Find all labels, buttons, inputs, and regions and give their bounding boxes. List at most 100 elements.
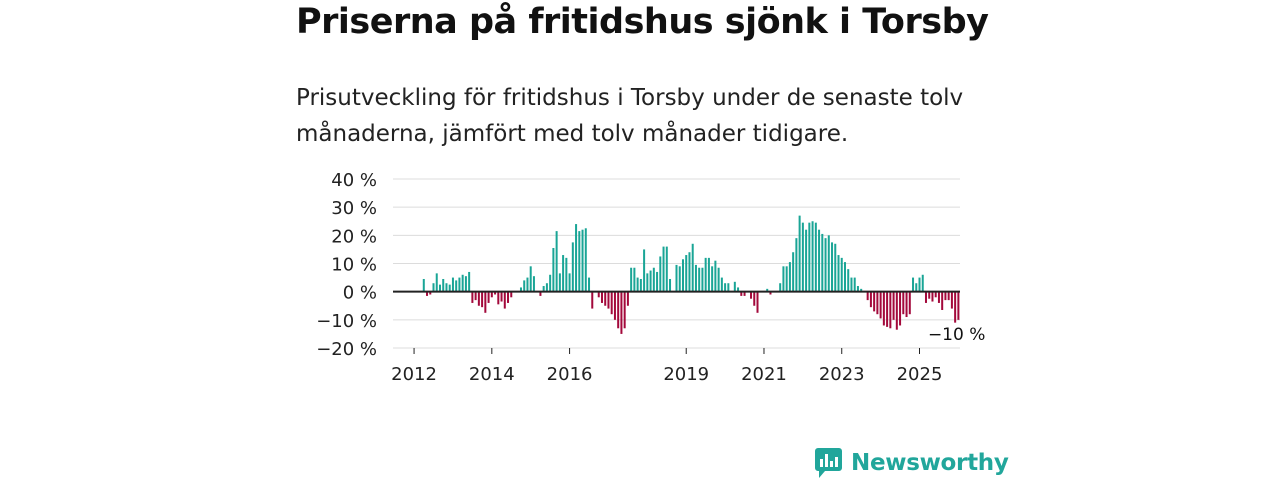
bar: [623, 291, 626, 329]
bar: [620, 291, 623, 334]
bar: [860, 288, 863, 292]
bar: [808, 222, 811, 292]
bar: [698, 267, 701, 292]
bar: [837, 255, 840, 292]
bar: [905, 291, 908, 318]
bar: [448, 284, 451, 292]
bar-chart: 40 %30 %20 %10 %0 %−10 %−20 % 2012 2014 20…: [316, 170, 985, 385]
bar: [604, 291, 607, 306]
bars: [422, 215, 960, 334]
y-tick-label: 30 %: [331, 198, 377, 219]
y-axis-ticks: 40 % 30 % 20 % 10 % 0 % −10 % −20 %: [316, 170, 377, 360]
bar: [737, 287, 740, 292]
bar: [740, 291, 743, 296]
bar: [918, 277, 921, 292]
bar: [474, 291, 477, 301]
bar: [656, 271, 659, 292]
bar: [694, 264, 697, 292]
bar: [895, 291, 898, 330]
bar: [856, 286, 859, 292]
bar: [432, 283, 435, 292]
bar: [724, 283, 727, 292]
bar: [568, 273, 571, 292]
y-tick-label: 20 %: [331, 226, 377, 247]
bar: [714, 260, 717, 292]
y-tick-label: 40 %: [331, 170, 377, 191]
bar: [438, 284, 441, 292]
x-tick-label: 2025: [897, 364, 943, 385]
bar: [879, 291, 882, 319]
bar: [542, 286, 545, 292]
chart-subtitle: Prisutveckling för fritidshus i Torsby u…: [296, 85, 964, 147]
x-tick-label: 2023: [819, 364, 865, 385]
bar: [578, 231, 581, 292]
bar: [811, 221, 814, 292]
bar: [455, 280, 458, 292]
bar: [607, 291, 610, 309]
bar: [941, 291, 944, 310]
y-tick-label: 0 %: [343, 283, 377, 304]
bar: [766, 288, 769, 292]
bar: [571, 242, 574, 292]
bar: [834, 243, 837, 292]
bar: [685, 255, 688, 292]
bar: [801, 222, 804, 292]
bar: [814, 222, 817, 292]
bar: [743, 291, 746, 296]
bar: [558, 273, 561, 292]
bar: [669, 278, 672, 292]
bar: [471, 291, 474, 303]
bar: [646, 273, 649, 292]
bar: [665, 246, 668, 292]
bar: [788, 262, 791, 292]
bar: [792, 252, 795, 292]
x-tick-label: 2014: [469, 364, 515, 385]
bar: [426, 291, 429, 296]
bar: [588, 277, 591, 292]
bar: [827, 235, 830, 292]
bar: [639, 278, 642, 292]
bar: [915, 283, 918, 292]
bar: [659, 256, 662, 292]
bar: [552, 248, 555, 292]
bar: [957, 291, 960, 320]
bar: [798, 215, 801, 292]
bar: [821, 233, 824, 292]
bar: [458, 277, 461, 292]
bar: [899, 291, 902, 326]
bar: [584, 228, 587, 292]
bar: [675, 264, 678, 292]
newsworthy-logo: Newsworthy: [815, 446, 1009, 480]
bar: [850, 277, 853, 292]
bar: [750, 291, 753, 299]
bar: [481, 291, 484, 308]
bar: [824, 238, 827, 292]
bar: [523, 280, 526, 292]
newsworthy-logo-icon: [815, 448, 842, 478]
bar: [954, 291, 957, 323]
bar: [882, 291, 885, 326]
bar: [704, 257, 707, 292]
bar: [545, 283, 548, 292]
bar: [889, 291, 892, 329]
bar: [626, 291, 629, 306]
x-tick-label: 2021: [741, 364, 787, 385]
bar: [652, 267, 655, 292]
bar: [892, 291, 895, 320]
bar: [931, 291, 934, 302]
bar: [691, 243, 694, 292]
bar: [490, 291, 493, 298]
y-tick-label: 10 %: [331, 255, 377, 276]
bar: [678, 266, 681, 292]
bar: [937, 291, 940, 303]
bar: [532, 276, 535, 292]
bar: [902, 291, 905, 315]
bar: [688, 252, 691, 292]
bar: [510, 291, 513, 298]
bar: [539, 291, 542, 296]
bar: [565, 257, 568, 292]
bar: [581, 229, 584, 292]
bar: [503, 291, 506, 309]
bar: [435, 273, 438, 292]
bar: [610, 291, 613, 315]
